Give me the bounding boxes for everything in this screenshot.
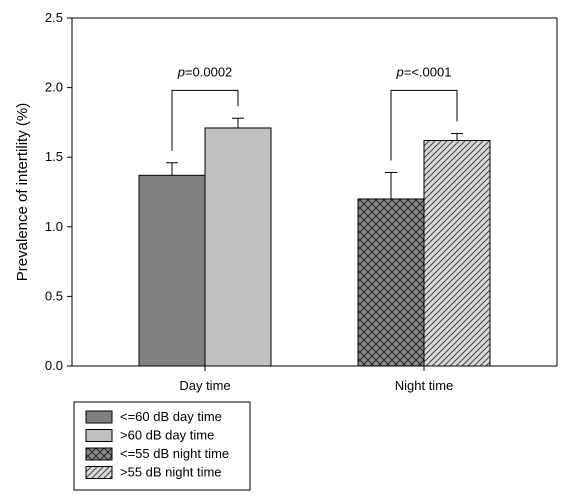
bar — [357, 198, 425, 367]
y-tick-label: 2.5 — [45, 10, 63, 25]
x-tick-label: Night time — [395, 378, 454, 393]
legend-swatch — [85, 447, 113, 461]
y-tick-label: 0.0 — [45, 358, 63, 373]
bar — [423, 139, 491, 367]
plot-frame — [71, 17, 558, 367]
significance-bracket — [390, 89, 458, 161]
y-axis-label: Prevalence of intertility (%) — [14, 103, 31, 281]
legend-label: >60 dB day time — [120, 428, 214, 443]
p-value-label: p=<.0001 — [396, 64, 452, 79]
y-tick-label: 1.5 — [45, 149, 63, 164]
legend-label: <=60 dB day time — [120, 409, 222, 424]
legend-swatch — [85, 466, 113, 479]
legend-label: <=55 dB night time — [120, 446, 229, 461]
bar — [138, 174, 206, 367]
y-tick-label: 2.0 — [45, 80, 63, 95]
legend-swatch — [85, 429, 113, 442]
x-tick-label: Day time — [179, 378, 230, 393]
legend-label: >55 dB night time — [120, 465, 222, 480]
y-tick-label: 0.5 — [45, 288, 63, 303]
p-value-label: p=0.0002 — [177, 64, 233, 79]
legend-swatch — [85, 410, 113, 424]
significance-bracket — [171, 89, 239, 151]
y-tick-label: 1.0 — [45, 219, 63, 234]
bar — [204, 127, 272, 367]
